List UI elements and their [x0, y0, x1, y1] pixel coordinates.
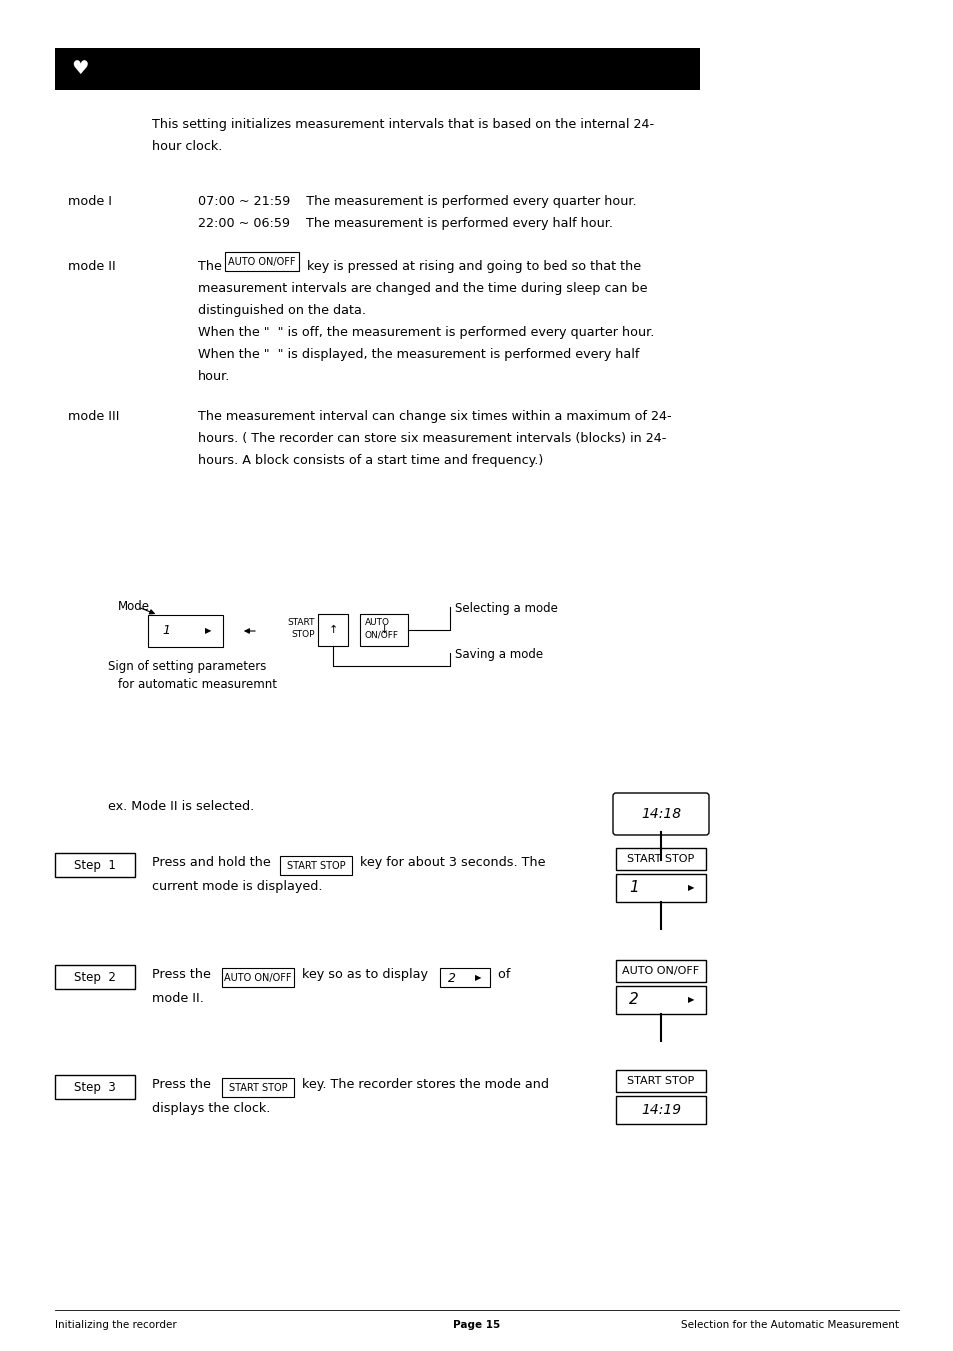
- Text: Initializing the recorder: Initializing the recorder: [55, 1320, 176, 1329]
- Text: Step  2: Step 2: [74, 970, 116, 984]
- Text: measurement intervals are changed and the time during sleep can be: measurement intervals are changed and th…: [198, 282, 647, 295]
- Text: 1: 1: [628, 881, 639, 896]
- FancyBboxPatch shape: [613, 793, 708, 835]
- Bar: [222, 969, 294, 988]
- Bar: [359, 613, 408, 646]
- Text: key so as to display: key so as to display: [297, 969, 432, 981]
- Text: AUTO ON/OFF: AUTO ON/OFF: [228, 257, 295, 266]
- Text: Sign of setting parameters: Sign of setting parameters: [108, 661, 266, 673]
- Text: 2: 2: [628, 993, 639, 1008]
- Bar: [55, 965, 135, 989]
- Bar: [55, 852, 135, 877]
- Bar: [317, 613, 348, 646]
- Text: When the "  " is off, the measurement is performed every quarter hour.: When the " " is off, the measurement is …: [198, 326, 654, 339]
- Text: hours. A block consists of a start time and frequency.): hours. A block consists of a start time …: [198, 454, 542, 467]
- Text: START STOP: START STOP: [287, 861, 345, 871]
- Text: Mode: Mode: [118, 600, 150, 613]
- Text: mode I: mode I: [68, 195, 112, 208]
- Bar: [616, 986, 705, 1015]
- Text: hour.: hour.: [198, 370, 230, 382]
- Text: ▶: ▶: [205, 627, 211, 635]
- Bar: [55, 49, 700, 91]
- Text: 14:18: 14:18: [640, 807, 680, 821]
- Bar: [616, 874, 705, 902]
- Text: ↑: ↑: [328, 626, 337, 635]
- Text: The: The: [198, 259, 226, 273]
- Text: Selection for the Automatic Measurement: Selection for the Automatic Measurement: [680, 1320, 898, 1329]
- Text: for automatic measuremnt: for automatic measuremnt: [118, 678, 276, 690]
- Text: 07:00 ~ 21:59    The measurement is performed every quarter hour.: 07:00 ~ 21:59 The measurement is perform…: [198, 195, 636, 208]
- Text: ▶: ▶: [687, 884, 694, 893]
- Bar: [616, 848, 705, 870]
- Bar: [616, 1070, 705, 1092]
- Bar: [55, 1075, 135, 1098]
- Text: STOP: STOP: [292, 630, 314, 639]
- Text: ▶: ▶: [475, 974, 480, 982]
- Bar: [55, 49, 105, 91]
- Text: mode III: mode III: [68, 409, 119, 423]
- Text: mode II.: mode II.: [152, 992, 204, 1005]
- Text: Press the: Press the: [152, 1078, 214, 1092]
- Text: current mode is displayed.: current mode is displayed.: [152, 880, 322, 893]
- Text: AUTO ON/OFF: AUTO ON/OFF: [224, 973, 292, 984]
- Text: Step  1: Step 1: [74, 858, 116, 871]
- Bar: [280, 857, 352, 875]
- Text: hour clock.: hour clock.: [152, 141, 222, 153]
- Text: hours. ( The recorder can store six measurement intervals (blocks) in 24-: hours. ( The recorder can store six meas…: [198, 432, 666, 444]
- Text: displays the clock.: displays the clock.: [152, 1102, 270, 1115]
- Text: 1: 1: [162, 624, 170, 638]
- Text: Step  3: Step 3: [74, 1081, 115, 1093]
- Text: ▶: ▶: [687, 996, 694, 1005]
- Text: 2: 2: [448, 971, 456, 985]
- Text: key for about 3 seconds. The: key for about 3 seconds. The: [355, 857, 545, 869]
- Text: When the "  " is displayed, the measurement is performed every half: When the " " is displayed, the measureme…: [198, 349, 639, 361]
- Text: mode II: mode II: [68, 259, 115, 273]
- Text: ON/OFF: ON/OFF: [365, 630, 398, 639]
- Text: of: of: [494, 969, 510, 981]
- Text: AUTO ON/OFF: AUTO ON/OFF: [621, 966, 699, 975]
- Text: Page 15: Page 15: [453, 1320, 500, 1329]
- Text: Saving a mode: Saving a mode: [455, 648, 542, 661]
- Text: START: START: [287, 617, 314, 627]
- Bar: [222, 1078, 294, 1097]
- Text: distinguished on the data.: distinguished on the data.: [198, 304, 366, 317]
- Text: This setting initializes measurement intervals that is based on the internal 24-: This setting initializes measurement int…: [152, 118, 654, 131]
- Text: AUTO: AUTO: [365, 617, 390, 627]
- Text: 22:00 ~ 06:59    The measurement is performed every half hour.: 22:00 ~ 06:59 The measurement is perform…: [198, 218, 613, 230]
- Bar: [616, 1096, 705, 1124]
- Bar: [439, 969, 490, 988]
- Text: Press the: Press the: [152, 969, 214, 981]
- Text: START STOP: START STOP: [627, 1075, 694, 1086]
- Bar: [225, 253, 298, 272]
- Text: ♥: ♥: [71, 59, 89, 78]
- Text: key. The recorder stores the mode and: key. The recorder stores the mode and: [297, 1078, 548, 1092]
- Text: Selecting a mode: Selecting a mode: [455, 603, 558, 615]
- Text: Press and hold the: Press and hold the: [152, 857, 274, 869]
- Text: key is pressed at rising and going to bed so that the: key is pressed at rising and going to be…: [303, 259, 640, 273]
- Text: START STOP: START STOP: [229, 1084, 287, 1093]
- Bar: [148, 615, 223, 647]
- Text: 14:19: 14:19: [640, 1102, 680, 1117]
- Text: ↓: ↓: [379, 626, 388, 635]
- Text: The measurement interval can change six times within a maximum of 24-: The measurement interval can change six …: [198, 409, 671, 423]
- Text: START STOP: START STOP: [627, 854, 694, 865]
- Bar: [616, 961, 705, 982]
- Text: ex. Mode II is selected.: ex. Mode II is selected.: [108, 800, 254, 813]
